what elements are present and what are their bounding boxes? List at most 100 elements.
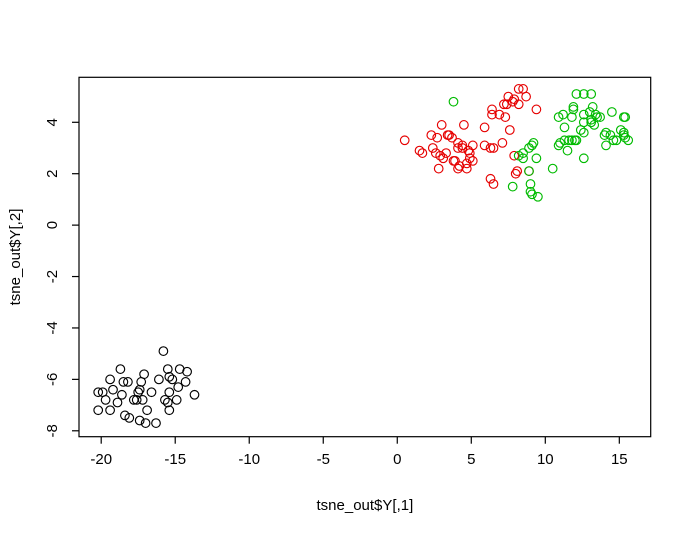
data-point-cluster-green [524, 166, 534, 176]
data-point-cluster-black [134, 384, 145, 395]
x-tick-label: 0 [393, 451, 401, 468]
data-point-cluster-green [567, 135, 577, 146]
data-point-cluster-green [562, 145, 573, 156]
data-point-cluster-green [584, 107, 595, 117]
data-point-cluster-black [162, 397, 173, 408]
data-point-cluster-green [571, 89, 582, 99]
x-tick-label: -15 [164, 451, 186, 468]
data-point-cluster-green [547, 163, 558, 174]
data-point-cluster-red [513, 99, 524, 110]
data-point-cluster-green [589, 120, 600, 130]
data-point-cluster-green [620, 132, 631, 143]
data-point-cluster-red [427, 143, 438, 153]
data-point-cluster-red [497, 138, 508, 148]
data-point-cluster-red [521, 91, 531, 102]
x-tick-label: 15 [611, 451, 628, 468]
data-point-cluster-black [137, 395, 148, 405]
data-point-cluster-red [438, 153, 449, 164]
data-point-cluster-red [399, 135, 410, 146]
data-point-cluster-red [417, 148, 428, 158]
data-point-cluster-red [453, 163, 463, 174]
data-point-cluster-green [611, 135, 622, 146]
x-tick-label: -20 [90, 451, 112, 468]
data-point-cluster-red [479, 122, 490, 133]
data-point-cluster-green [564, 135, 574, 146]
y-tick-label: -8 [44, 424, 61, 437]
data-point-cluster-black [124, 413, 135, 423]
data-point-cluster-red [441, 148, 451, 158]
data-point-cluster-green [590, 109, 601, 120]
data-points-layer [93, 84, 634, 428]
data-point-cluster-black [93, 405, 104, 416]
data-point-cluster-black [189, 389, 200, 400]
data-point-cluster-black [151, 418, 161, 428]
data-point-cluster-red [500, 112, 511, 122]
data-point-cluster-red [487, 104, 497, 115]
data-point-cluster-green [618, 127, 629, 138]
data-point-cluster-red [512, 166, 523, 176]
data-point-cluster-red [467, 156, 478, 166]
data-point-cluster-green [553, 112, 564, 122]
data-point-cluster-green [553, 140, 564, 151]
data-point-cluster-red [461, 163, 472, 174]
data-point-cluster-black [162, 364, 173, 374]
y-axis: -8 -6 -4 -2 0 2 4 [44, 118, 79, 437]
data-point-cluster-black [158, 346, 169, 356]
data-point-cluster-green [531, 153, 542, 164]
data-point-cluster-green [623, 135, 634, 146]
data-point-cluster-red [457, 143, 468, 153]
data-point-cluster-green [568, 104, 579, 115]
data-point-cluster-black [93, 387, 104, 398]
data-point-cluster-green [525, 186, 536, 197]
data-point-cluster-red [485, 173, 496, 184]
y-tick-label: -4 [44, 321, 61, 334]
data-point-cluster-black [182, 366, 192, 377]
data-point-cluster-green [527, 189, 537, 200]
data-point-cluster-red [494, 109, 505, 120]
data-point-cluster-green [568, 102, 579, 112]
data-point-cluster-green [533, 191, 543, 202]
data-point-cluster-black [118, 377, 129, 387]
data-point-cluster-black [180, 377, 191, 387]
data-point-cluster-red [447, 132, 457, 143]
data-point-cluster-black [136, 377, 147, 387]
data-point-cluster-black [173, 382, 184, 392]
data-point-cluster-red [463, 145, 474, 156]
data-point-cluster-black [160, 395, 170, 405]
x-tick-label: 10 [537, 451, 554, 468]
data-point-cluster-black [123, 377, 133, 387]
data-point-cluster-green [575, 125, 586, 135]
y-tick-label: 0 [44, 221, 61, 229]
data-point-cluster-red [436, 120, 447, 130]
data-point-cluster-green [586, 89, 597, 99]
data-point-cluster-black [131, 395, 142, 405]
data-point-cluster-black [133, 387, 144, 398]
data-point-cluster-red [453, 143, 463, 153]
data-point-cluster-green [578, 153, 589, 164]
data-point-cluster-red [426, 130, 437, 140]
data-point-cluster-green [578, 109, 589, 120]
data-point-cluster-red [531, 104, 542, 115]
data-point-cluster-red [488, 143, 499, 153]
data-point-cluster-black [142, 405, 152, 416]
data-point-cluster-green [615, 125, 626, 135]
data-point-cluster-black [100, 395, 111, 405]
data-point-cluster-black [140, 418, 151, 428]
data-point-cluster-green [599, 130, 610, 140]
data-point-cluster-green [601, 140, 611, 151]
y-tick-label: -6 [44, 373, 61, 386]
data-point-cluster-red [464, 153, 475, 164]
data-point-cluster-red [444, 130, 454, 140]
data-point-cluster-green [525, 179, 536, 189]
x-tick-label: -10 [238, 451, 260, 468]
data-point-cluster-green [518, 148, 528, 158]
data-point-cluster-red [433, 163, 444, 174]
data-point-cluster-red [487, 109, 497, 120]
data-point-cluster-green [559, 122, 570, 133]
x-tick-label: 5 [467, 451, 475, 468]
data-point-cluster-red [414, 145, 425, 156]
data-point-cluster-black [117, 389, 127, 400]
data-point-cluster-black [112, 397, 123, 408]
